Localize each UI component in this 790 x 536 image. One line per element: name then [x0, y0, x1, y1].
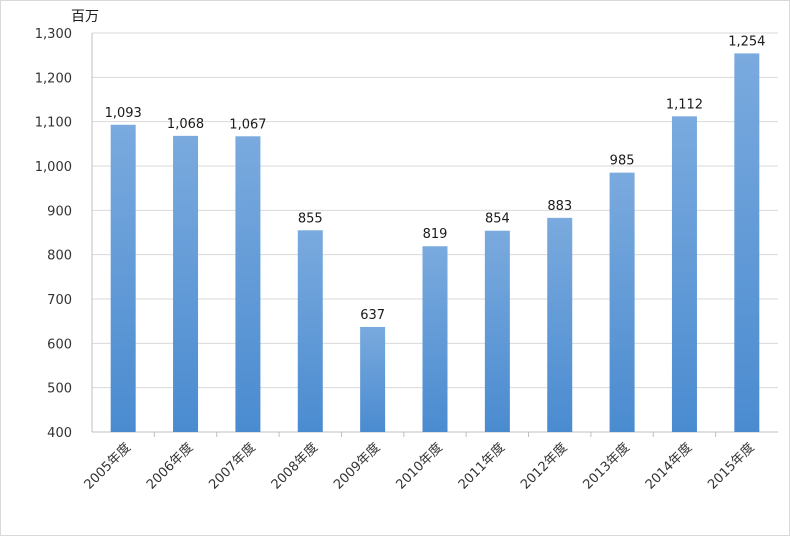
y-unit-label: 百万	[71, 9, 99, 25]
data-label: 637	[360, 308, 385, 323]
y-tick-label: 1,300	[35, 27, 72, 42]
bar	[360, 326, 386, 432]
y-tick-label: 1,100	[35, 116, 72, 131]
bar	[671, 116, 697, 432]
data-label: 1,254	[728, 34, 765, 49]
data-label: 819	[423, 227, 448, 242]
gridlines	[92, 32, 778, 389]
y-tick-label: 1,000	[35, 160, 72, 175]
data-label: 1,112	[666, 97, 703, 112]
y-tick-label: 600	[47, 337, 72, 352]
bar	[110, 124, 136, 433]
bar	[173, 135, 199, 432]
x-tick-label: 2006年度	[143, 440, 196, 493]
data-label: 985	[610, 154, 635, 169]
y-tick-label: 1,200	[35, 71, 72, 86]
bar	[484, 230, 510, 432]
bar	[547, 217, 573, 432]
data-label: 1,093	[105, 106, 142, 121]
labels: 400 500 600 700 800 900 1,000 1,100 1,200 1,300 1,…	[35, 27, 766, 493]
y-tick-label: 800	[47, 249, 72, 264]
data-label: 1,067	[229, 117, 266, 132]
data-label: 1,068	[167, 117, 204, 132]
data-label: 854	[485, 212, 510, 227]
x-tick-label: 2009年度	[330, 440, 383, 493]
bar	[235, 136, 261, 432]
data-label: 883	[547, 199, 572, 214]
data-label: 855	[298, 211, 323, 226]
x-tick-label: 2012年度	[517, 440, 570, 493]
x-tick-label: 2014年度	[642, 440, 695, 493]
x-tick-label: 2013年度	[580, 440, 633, 493]
bar	[734, 53, 760, 432]
bar	[609, 172, 635, 432]
x-tick-label: 2015年度	[705, 440, 758, 493]
x-tick-label: 2007年度	[206, 440, 259, 493]
y-tick-label: 700	[47, 293, 72, 308]
x-tick-label: 2005年度	[81, 440, 134, 493]
bars	[110, 53, 760, 433]
y-tick-label: 500	[47, 382, 72, 397]
y-tick-label: 400	[47, 426, 72, 441]
x-tick-label: 2010年度	[393, 440, 446, 493]
bar	[297, 230, 323, 432]
x-tick-label: 2008年度	[268, 440, 321, 493]
x-tick-label: 2011年度	[455, 440, 508, 493]
y-tick-label: 900	[47, 204, 72, 219]
bar	[422, 246, 448, 432]
